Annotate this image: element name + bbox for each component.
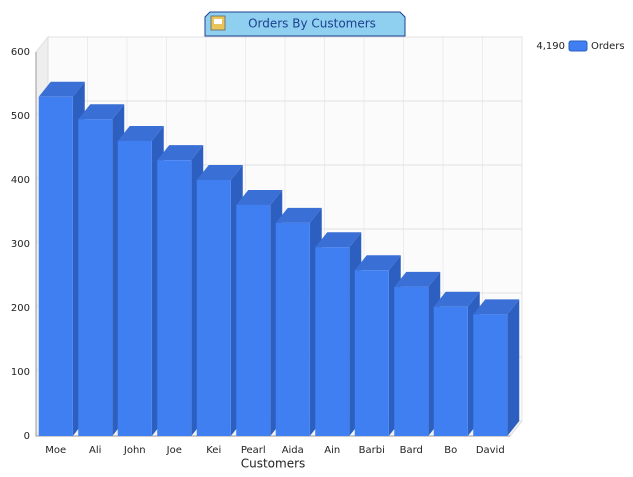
bar [157,145,204,436]
x-tick-label: Moe [45,445,66,456]
bar-front [354,270,389,436]
y-tick-label: 600 [11,47,30,58]
bar [394,271,441,436]
y-tick-label: 300 [11,239,30,250]
bar-front [236,204,271,436]
bar-top [236,189,283,205]
x-tick-label: Joe [166,445,182,456]
bar-front [394,286,429,436]
bar [236,189,283,436]
x-tick-label: Aida [282,445,304,456]
bar-top [196,165,243,180]
y-tick-label: 0 [24,431,30,442]
bar-top [433,291,480,307]
bar-front [473,314,508,436]
bar-top [354,255,401,271]
bar [275,207,322,436]
bar [117,125,164,437]
x-tick-label: David [476,445,505,456]
bar-top [78,104,125,120]
y-tick-label: 100 [11,367,30,378]
legend-label: Orders [591,41,625,52]
title-box [204,11,406,37]
bar [196,165,243,436]
bar-top [394,271,441,287]
y-tick-label: 400 [11,175,30,186]
bar-front [275,222,310,436]
bar [354,255,401,436]
bar-front [315,247,350,436]
legend-total: 4,190 [536,41,565,52]
bar-front [157,160,192,436]
bar-front [78,119,113,436]
x-tick-label: Ain [324,445,340,456]
x-tick-label: Kei [206,445,221,456]
bar-top [315,232,362,248]
y-tick-label: 500 [11,111,30,122]
chart-title: Orders By Customers [248,17,376,31]
bar [78,104,125,436]
bar-top [275,207,322,223]
bar-top [117,125,164,141]
x-axis-title: Customers [241,457,306,471]
x-tick-label: Barbi [359,445,385,456]
x-tick-label: John [123,445,146,456]
legend-swatch [568,40,588,52]
x-tick-label: Pearl [241,445,266,456]
x-tick-label: Ali [89,445,101,456]
bar-top [473,299,520,315]
bar-top [38,81,85,97]
grid-line [35,36,522,53]
bar-front [117,140,152,436]
bar-front [196,180,231,436]
bar [38,81,85,437]
bar [473,299,520,436]
bar [433,291,480,436]
bar-front [433,306,468,436]
y-tick-label: 200 [11,303,30,314]
bar-front [38,96,73,437]
bar-top [157,145,204,161]
bar-side [507,299,520,436]
bar [315,232,362,436]
x-tick-label: Bard [400,445,423,456]
x-tick-label: Bo [444,445,457,456]
